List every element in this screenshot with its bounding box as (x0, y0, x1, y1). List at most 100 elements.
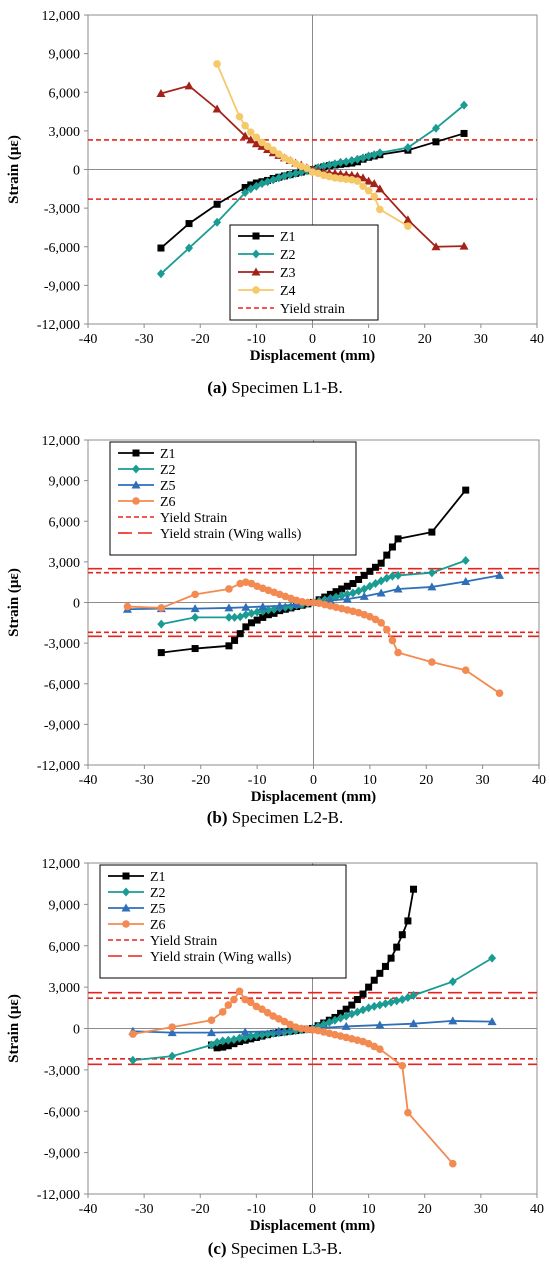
data-point (258, 138, 266, 147)
data-point (461, 666, 470, 675)
data-point (404, 222, 412, 230)
series-line (132, 989, 454, 1165)
data-point (230, 612, 239, 622)
y-tick-label: 12,000 (42, 9, 81, 24)
data-point (286, 1026, 295, 1036)
x-tick-label: -20 (191, 332, 210, 347)
data-point (121, 903, 131, 912)
data-point (377, 576, 386, 586)
data-point (132, 464, 140, 474)
data-point (270, 604, 279, 614)
data-point (366, 567, 374, 575)
data-point (240, 1027, 250, 1036)
legend-label: Z4 (280, 284, 296, 299)
y-axis-label: Strain (με) (6, 568, 22, 637)
y-tick-label: -9,000 (44, 718, 80, 733)
data-point (369, 179, 379, 188)
data-point (191, 645, 199, 653)
data-point (332, 588, 340, 596)
data-point (128, 1055, 137, 1065)
data-point (347, 155, 356, 165)
data-point (495, 689, 504, 698)
data-point (365, 581, 374, 591)
data-point (336, 174, 345, 183)
data-point (348, 1001, 356, 1009)
y-tick-label: 12,000 (42, 434, 81, 449)
caption-text: Specimen L2-B. (227, 808, 344, 827)
data-point (246, 1031, 255, 1041)
data-point (242, 623, 250, 631)
x-tick-label: 0 (309, 332, 316, 347)
data-point (364, 151, 373, 161)
data-point (359, 990, 367, 998)
data-point (252, 286, 260, 294)
data-point (359, 1005, 368, 1015)
data-point (410, 885, 418, 893)
data-point (129, 1030, 137, 1038)
data-point (157, 619, 166, 629)
data-point (246, 135, 256, 144)
data-point (376, 205, 384, 214)
legend-label: Yield strain (Wing walls) (160, 527, 302, 542)
data-point (132, 497, 140, 505)
x-tick-label: 20 (418, 332, 432, 347)
data-point (370, 976, 378, 984)
x-axis-label: Displacement (mm) (250, 348, 375, 364)
data-point (377, 619, 385, 627)
data-point (336, 157, 345, 167)
data-point (280, 1017, 289, 1026)
x-tick-label: 40 (530, 1202, 544, 1217)
data-point (252, 1030, 261, 1040)
data-point (375, 148, 384, 158)
data-point (381, 999, 390, 1009)
data-point (403, 143, 412, 153)
y-tick-label: -6,000 (44, 1105, 80, 1120)
data-point (349, 580, 357, 588)
data-point (157, 604, 166, 612)
data-point (253, 616, 261, 624)
data-point (342, 594, 352, 603)
data-point (269, 146, 278, 154)
data-point (264, 605, 273, 615)
data-point (258, 606, 267, 616)
x-tick-label: -40 (79, 332, 98, 347)
data-point (252, 232, 260, 240)
data-point (427, 582, 437, 591)
data-point (252, 1002, 261, 1011)
data-point (462, 486, 470, 494)
data-point (241, 184, 249, 192)
data-point (224, 603, 234, 612)
data-point (184, 81, 194, 90)
data-point (398, 1061, 407, 1070)
data-point (241, 995, 249, 1004)
data-point (353, 177, 362, 185)
legend-label: Z3 (280, 266, 296, 281)
data-point (259, 613, 267, 621)
data-point (448, 1016, 458, 1025)
data-point (355, 575, 363, 583)
data-point (398, 931, 406, 939)
data-point (156, 269, 165, 279)
data-point (354, 586, 363, 596)
legend-label: Z6 (160, 495, 176, 510)
data-point (157, 244, 165, 252)
data-point (372, 563, 380, 571)
data-point (393, 584, 403, 593)
data-point (213, 217, 222, 227)
x-tick-label: 20 (418, 1202, 432, 1217)
y-tick-label: 3,000 (49, 125, 81, 140)
y-tick-label: -12,000 (37, 759, 80, 774)
data-point (269, 1012, 278, 1020)
data-point (246, 998, 255, 1007)
data-point (387, 954, 395, 962)
y-tick-label: 0 (73, 1023, 80, 1038)
data-point (156, 89, 166, 98)
data-point (409, 990, 418, 1000)
data-point (191, 590, 199, 599)
data-point (377, 559, 385, 567)
data-point (359, 182, 367, 191)
data-point (122, 872, 130, 880)
x-tick-label: -30 (135, 773, 154, 788)
data-point (231, 636, 239, 644)
x-tick-label: 10 (362, 1202, 376, 1217)
